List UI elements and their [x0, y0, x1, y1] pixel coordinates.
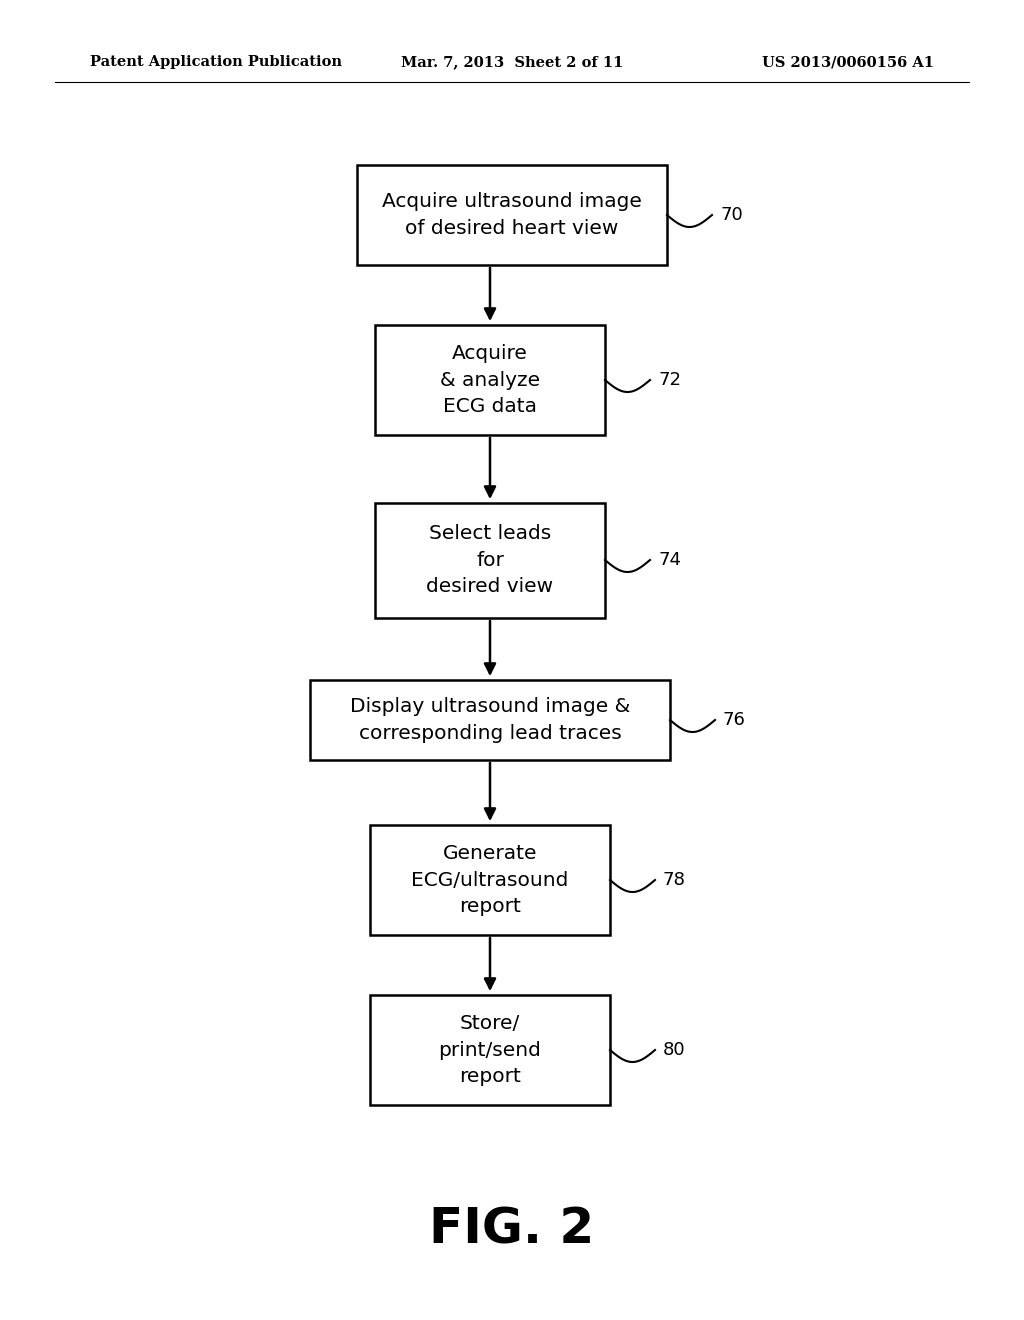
Text: Acquire
& analyze
ECG data: Acquire & analyze ECG data — [440, 345, 540, 416]
Text: Store/
print/send
report: Store/ print/send report — [438, 1014, 542, 1086]
Text: 70: 70 — [720, 206, 742, 224]
Text: 80: 80 — [663, 1041, 686, 1059]
Bar — [357, 165, 667, 265]
Bar — [370, 825, 610, 935]
Text: 78: 78 — [663, 871, 686, 888]
Text: US 2013/0060156 A1: US 2013/0060156 A1 — [762, 55, 934, 69]
Text: Display ultrasound image &
corresponding lead traces: Display ultrasound image & corresponding… — [350, 697, 630, 743]
Bar — [375, 503, 605, 618]
Text: Patent Application Publication: Patent Application Publication — [90, 55, 342, 69]
Text: Select leads
for
desired view: Select leads for desired view — [426, 524, 554, 597]
Text: Mar. 7, 2013  Sheet 2 of 11: Mar. 7, 2013 Sheet 2 of 11 — [400, 55, 624, 69]
Text: FIG. 2: FIG. 2 — [429, 1206, 595, 1254]
Bar — [375, 325, 605, 436]
Text: Acquire ultrasound image
of desired heart view: Acquire ultrasound image of desired hear… — [382, 193, 642, 238]
Text: 76: 76 — [723, 711, 745, 729]
Bar — [370, 995, 610, 1105]
Bar — [310, 680, 670, 760]
Text: 74: 74 — [658, 550, 681, 569]
Text: 72: 72 — [658, 371, 681, 389]
Text: Generate
ECG/ultrasound
report: Generate ECG/ultrasound report — [412, 843, 568, 916]
